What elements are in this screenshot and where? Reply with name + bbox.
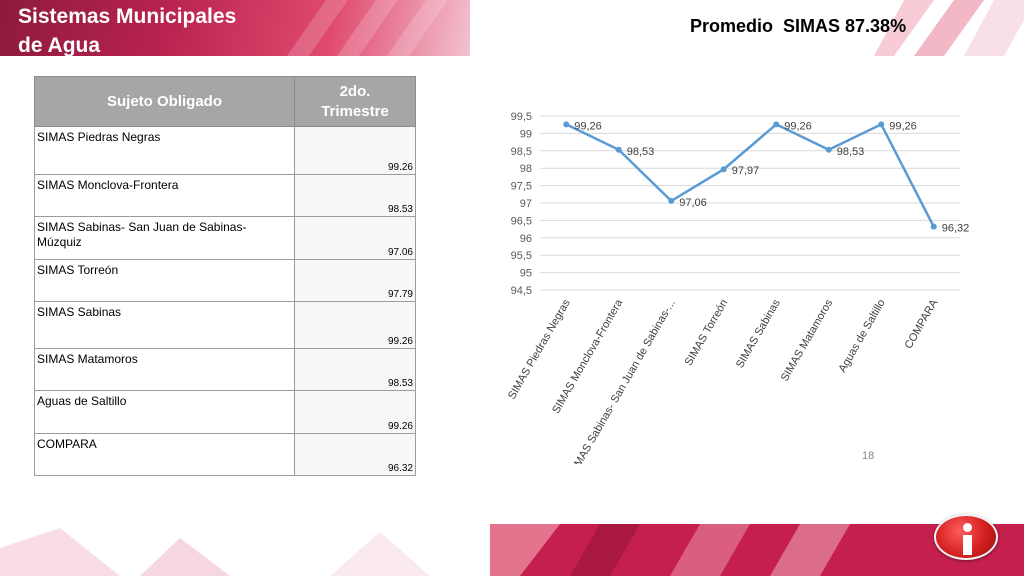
line-chart: 99,5 99 98,5 98 97,5 97 96,5 96 95,5 95 94,5 99,26 9… [470,104,970,464]
header-band [0,0,470,56]
info-i-icon [934,514,998,560]
header-right-decoration [874,0,1024,56]
y-tick-label: 96 [520,233,532,245]
x-tick-label: SIMAS Sabinas [734,297,783,370]
chart-svg: 99,5 99 98,5 98 97,5 97 96,5 96 95,5 95 94,5 99,26 9… [506,111,970,465]
y-tick-label: 97,5 [511,181,532,193]
data-point [825,146,832,153]
series-line [565,123,935,228]
row-value: 99.26 [294,390,416,434]
table-body: SIMAS Piedras Negras 99.26 SIMAS Monclova-… [34,126,416,476]
row-value: 99.26 [294,301,416,349]
table-row: Aguas de Saltillo 99.26 [34,390,416,434]
page-number: 18 [862,450,875,462]
data-label: 97,06 [679,197,707,209]
row-subject-name: SIMAS Monclova-Frontera [34,174,295,217]
y-tick-label: 95 [520,268,532,280]
row-subject-name: SIMAS Sabinas [34,301,295,349]
data-label: 99,26 [574,120,602,132]
y-tick-label: 99,5 [511,111,532,123]
table-row: SIMAS Sabinas- San Juan de Sabinas- Múzq… [34,216,416,260]
x-tick-label: COMPARA [903,297,941,351]
column-header-subject: Sujeto Obligado [34,76,295,127]
footer-decoration [0,524,1024,576]
data-point [930,223,937,230]
data-point [615,146,622,153]
y-tick-label: 94,5 [511,285,532,297]
data-point [668,197,675,204]
row-subject-name: SIMAS Sabinas- San Juan de Sabinas- Múzq… [34,216,295,260]
slide-title: Sistemas Municipales de Agua [18,2,236,60]
table-header-row: Sujeto Obligado 2do. Trimestre [34,76,416,127]
table-row: SIMAS Monclova-Frontera 98.53 [34,174,416,217]
slide-title-line2: de Agua [18,34,101,57]
row-value: 99.26 [294,126,416,175]
x-tick-label: SIMAS Matamoros [779,297,836,383]
data-label: 99,26 [889,120,917,132]
y-tick-label: 95,5 [511,250,532,262]
data-label: 98,53 [627,146,655,158]
row-subject-name: SIMAS Matamoros [34,348,295,391]
data-label: 96,32 [942,223,970,235]
data-label: 97,97 [732,165,760,177]
row-value: 97.06 [294,216,416,260]
row-value: 96.32 [294,433,416,476]
data-point [878,121,885,128]
y-tick-label: 99 [520,128,532,140]
results-table: Sujeto Obligado 2do. Trimestre SIMAS Pie… [34,76,416,476]
row-subject-name: Aguas de Saltillo [34,390,295,434]
data-label: 99,26 [784,120,812,132]
slide-title-line1: Sistemas Municipales [18,5,237,28]
row-value: 98.53 [294,348,416,391]
y-tick-label: 98 [520,163,532,175]
table-row: SIMAS Sabinas 99.26 [34,301,416,349]
y-tick-label: 97 [520,198,532,210]
average-headline: Promedio SIMAS 87.38% [690,16,907,36]
data-point [563,121,570,128]
table-row: SIMAS Piedras Negras 99.26 [34,126,416,175]
y-tick-label: 98,5 [511,146,532,158]
data-point [720,166,727,173]
y-tick-label: 96,5 [511,215,532,227]
table-row: SIMAS Matamoros 98.53 [34,348,416,391]
row-subject-name: SIMAS Piedras Negras [34,126,295,175]
data-label: 98,53 [837,146,865,158]
table-row: SIMAS Torreón 97.79 [34,259,416,302]
row-subject-name: COMPARA [34,433,295,476]
x-tick-label: SIMAS Torreón [683,298,731,368]
table-row: COMPARA 96.32 [34,433,416,476]
row-value: 97.79 [294,259,416,302]
column-header-quarter: 2do. Trimestre [294,76,416,127]
data-point [773,121,780,128]
x-tick-label: Aguas de Saltillo [836,298,887,375]
row-subject-name: SIMAS Torreón [34,259,295,302]
x-tick-label: SIMAS Sabinas- San Juan de Sabinas-... [567,298,678,465]
row-value: 98.53 [294,174,416,217]
